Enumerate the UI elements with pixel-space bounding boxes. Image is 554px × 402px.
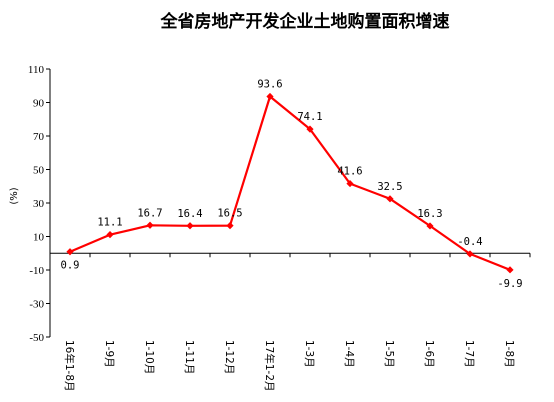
data-label: -9.9 — [497, 278, 522, 290]
data-point-marker — [106, 231, 114, 239]
data-label: 0.9 — [61, 260, 80, 272]
data-point-marker — [226, 222, 234, 230]
x-tick-label: 1-11月 — [183, 340, 195, 374]
data-label: 32.5 — [377, 181, 402, 193]
data-point-marker — [66, 248, 74, 256]
data-point-marker — [266, 92, 274, 101]
x-tick-label: 16年1-8月 — [63, 340, 76, 392]
x-tick-label: 17年1-2月 — [263, 340, 276, 392]
data-point-marker — [346, 179, 354, 188]
x-tick-label: 1-4月 — [343, 340, 355, 368]
data-point-marker — [386, 195, 394, 203]
data-point-marker — [146, 221, 154, 229]
x-tick-label: 1-6月 — [423, 340, 435, 368]
data-label: 16.3 — [417, 208, 442, 220]
x-tick-label: 1-9月 — [103, 340, 115, 368]
y-tick-label: 10 — [33, 232, 45, 244]
data-point-marker — [306, 125, 314, 133]
x-tick-label: 1-3月 — [303, 340, 315, 368]
x-tick-label: 1-7月 — [463, 340, 475, 368]
data-point-marker — [466, 250, 474, 258]
y-axis-label: (%) — [9, 187, 20, 204]
data-label: 11.1 — [97, 217, 122, 229]
y-tick-label: -10 — [29, 265, 44, 277]
data-label: 16.7 — [137, 207, 162, 219]
data-label: 41.6 — [337, 166, 362, 178]
x-tick-label: 1-8月 — [503, 340, 515, 368]
y-tick-label: 30 — [33, 198, 45, 210]
plot-area: 110 90 70 50 30 10 -10 -30 -50 16年1-8月 1-9月 1-10月 1-… — [28, 64, 531, 392]
x-tick-label: 1-10月 — [143, 340, 155, 374]
series-line — [69, 95, 511, 271]
data-label: 74.1 — [297, 111, 322, 123]
data-point-marker — [186, 222, 194, 230]
data-label: 16.4 — [177, 208, 202, 220]
chart-title: 全省房地产开发企业土地购置面积增速 — [160, 11, 450, 32]
y-tick-label: 110 — [28, 64, 45, 76]
x-tick-label: 1-12月 — [223, 340, 235, 374]
y-tick-label: 90 — [33, 98, 45, 110]
data-label: 16.5 — [217, 208, 242, 220]
data-label: -0.4 — [457, 236, 482, 248]
x-tick-label: 1-5月 — [383, 340, 395, 368]
y-tick-label: -50 — [29, 332, 44, 344]
data-label: 93.6 — [257, 78, 282, 90]
y-tick-label: 50 — [33, 165, 45, 177]
data-point-marker — [506, 266, 514, 274]
y-tick-label: -30 — [29, 299, 44, 311]
y-tick-label: 70 — [33, 131, 45, 143]
data-point-marker — [426, 222, 434, 230]
